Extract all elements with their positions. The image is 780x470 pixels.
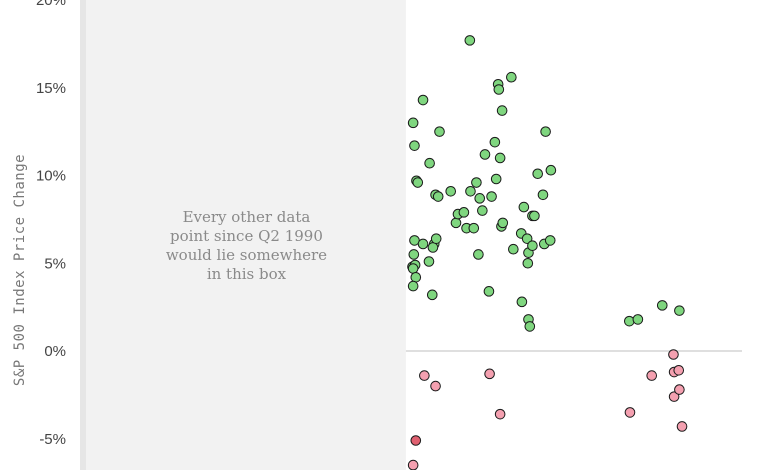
data-point xyxy=(412,177,424,188)
data-point xyxy=(486,191,497,202)
data-point xyxy=(496,105,508,116)
data-point xyxy=(522,257,534,269)
y-tick-label: 20% xyxy=(36,0,66,9)
data-point xyxy=(540,126,551,137)
data-point xyxy=(427,242,439,253)
data-point xyxy=(537,189,549,201)
data-points xyxy=(407,35,688,470)
shaded-region xyxy=(83,0,406,470)
data-point xyxy=(417,94,429,106)
data-point xyxy=(471,177,482,188)
y-tick-label: 5% xyxy=(44,255,66,272)
data-point xyxy=(450,217,462,229)
data-point xyxy=(676,421,688,432)
data-point xyxy=(632,314,644,325)
data-point xyxy=(465,185,476,197)
data-point xyxy=(423,256,435,267)
data-point xyxy=(409,140,420,151)
data-point xyxy=(668,391,680,402)
data-point xyxy=(430,233,442,244)
data-point xyxy=(494,152,506,164)
y-tick-label: -5% xyxy=(39,431,66,448)
data-point xyxy=(434,126,445,137)
y-axis-label: S&P 500 Index Price Change xyxy=(12,154,28,386)
data-point xyxy=(477,205,488,216)
data-point xyxy=(544,235,556,246)
data-point xyxy=(518,201,530,213)
annotation-line: point since Q2 1990 xyxy=(170,227,323,245)
data-point xyxy=(417,238,429,250)
y-tick-label: 10% xyxy=(36,168,66,185)
data-point xyxy=(624,407,636,418)
data-point xyxy=(484,368,495,380)
data-point xyxy=(524,321,536,332)
y-tick-label: 0% xyxy=(44,343,66,360)
data-point xyxy=(489,136,501,148)
data-point xyxy=(473,249,484,260)
y-tick-label: 15% xyxy=(36,80,66,97)
data-point xyxy=(674,305,685,316)
data-point xyxy=(646,370,658,381)
data-point xyxy=(674,384,685,395)
data-point xyxy=(673,365,685,376)
data-point xyxy=(410,435,422,446)
data-point xyxy=(624,315,635,327)
annotation-line: in this box xyxy=(207,265,287,283)
shaded-region-annotation: Every other data point since Q2 1990 would… xyxy=(166,208,327,283)
data-point xyxy=(516,296,528,308)
data-point xyxy=(407,263,419,274)
data-point xyxy=(527,240,538,251)
y-tick-labels: 20% 15% 10% 5% 0% -5% xyxy=(36,0,66,448)
data-point xyxy=(419,370,430,381)
annotation-line: Every other data xyxy=(183,208,311,226)
data-point xyxy=(468,222,480,234)
data-point xyxy=(656,300,668,311)
data-point xyxy=(426,289,438,301)
data-point xyxy=(407,280,419,292)
data-point xyxy=(494,408,506,420)
data-point xyxy=(464,35,476,46)
data-point xyxy=(407,117,419,129)
data-point xyxy=(407,459,419,470)
data-point xyxy=(408,249,420,260)
data-point xyxy=(529,210,540,222)
data-point xyxy=(410,271,422,283)
data-point xyxy=(432,191,444,202)
data-point xyxy=(424,157,435,169)
data-point xyxy=(474,193,486,204)
data-point xyxy=(445,185,457,197)
data-point xyxy=(490,173,502,185)
data-point xyxy=(506,71,517,83)
data-point xyxy=(483,286,495,297)
data-point xyxy=(458,207,470,218)
data-point xyxy=(508,243,519,255)
data-point xyxy=(545,164,557,176)
annotation-line: would lie somewhere xyxy=(166,246,327,264)
data-point xyxy=(521,233,533,244)
data-point xyxy=(497,217,509,229)
data-point xyxy=(430,380,441,392)
data-point xyxy=(532,168,544,180)
data-point xyxy=(479,149,491,160)
data-point xyxy=(493,84,505,95)
data-point xyxy=(668,349,679,360)
